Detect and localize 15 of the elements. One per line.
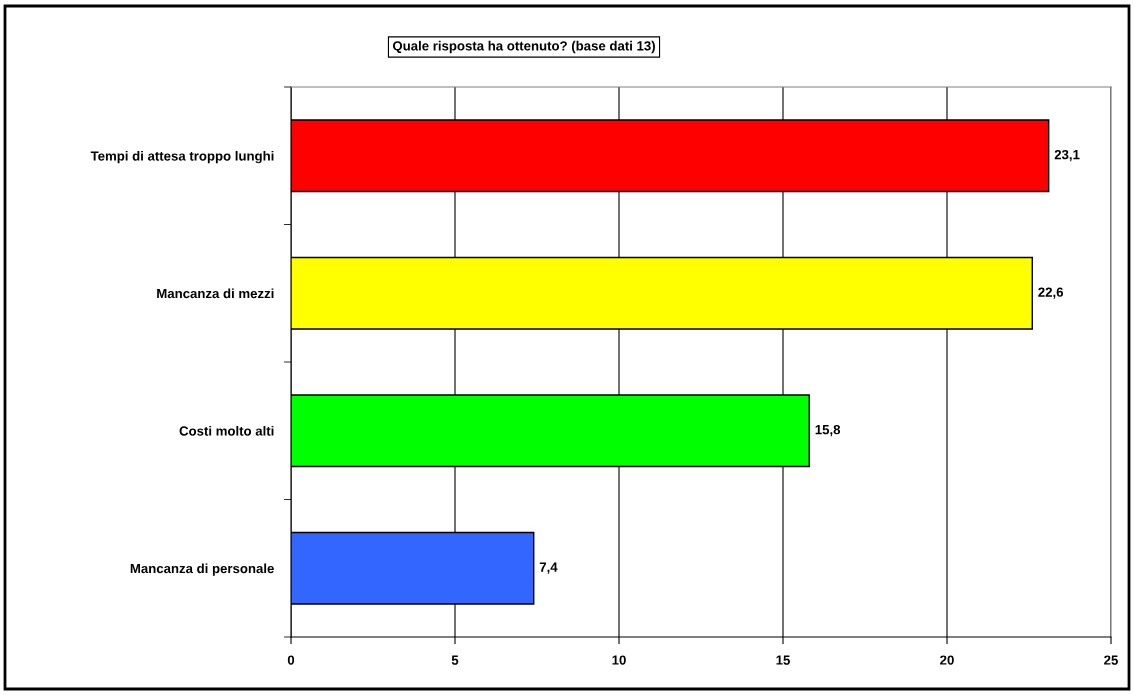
data-label: 22,6 [1038,287,1064,299]
y-tick-label: Mancanza di mezzi [157,288,274,299]
y-tick-label: Costi molto alti [179,425,274,436]
data-label: 23,1 [1054,149,1080,162]
x-tick-label: 20 [940,655,954,665]
x-tick-label: 10 [612,655,626,665]
x-tick-label: 0 [287,655,295,665]
x-tick-label: 5 [451,655,459,665]
y-tick-label: Mancanza di personale [130,563,274,576]
data-label: 15,8 [815,424,841,437]
x-tick-label: 25 [1104,655,1118,665]
chart-title: Quale risposta ha ottenuto? (base dati 13) [392,40,655,54]
data-label: 7,4 [539,562,558,574]
y-tick-label: Tempi di attesa troppo lunghi [90,150,274,164]
x-tick-label: 15 [776,655,790,665]
